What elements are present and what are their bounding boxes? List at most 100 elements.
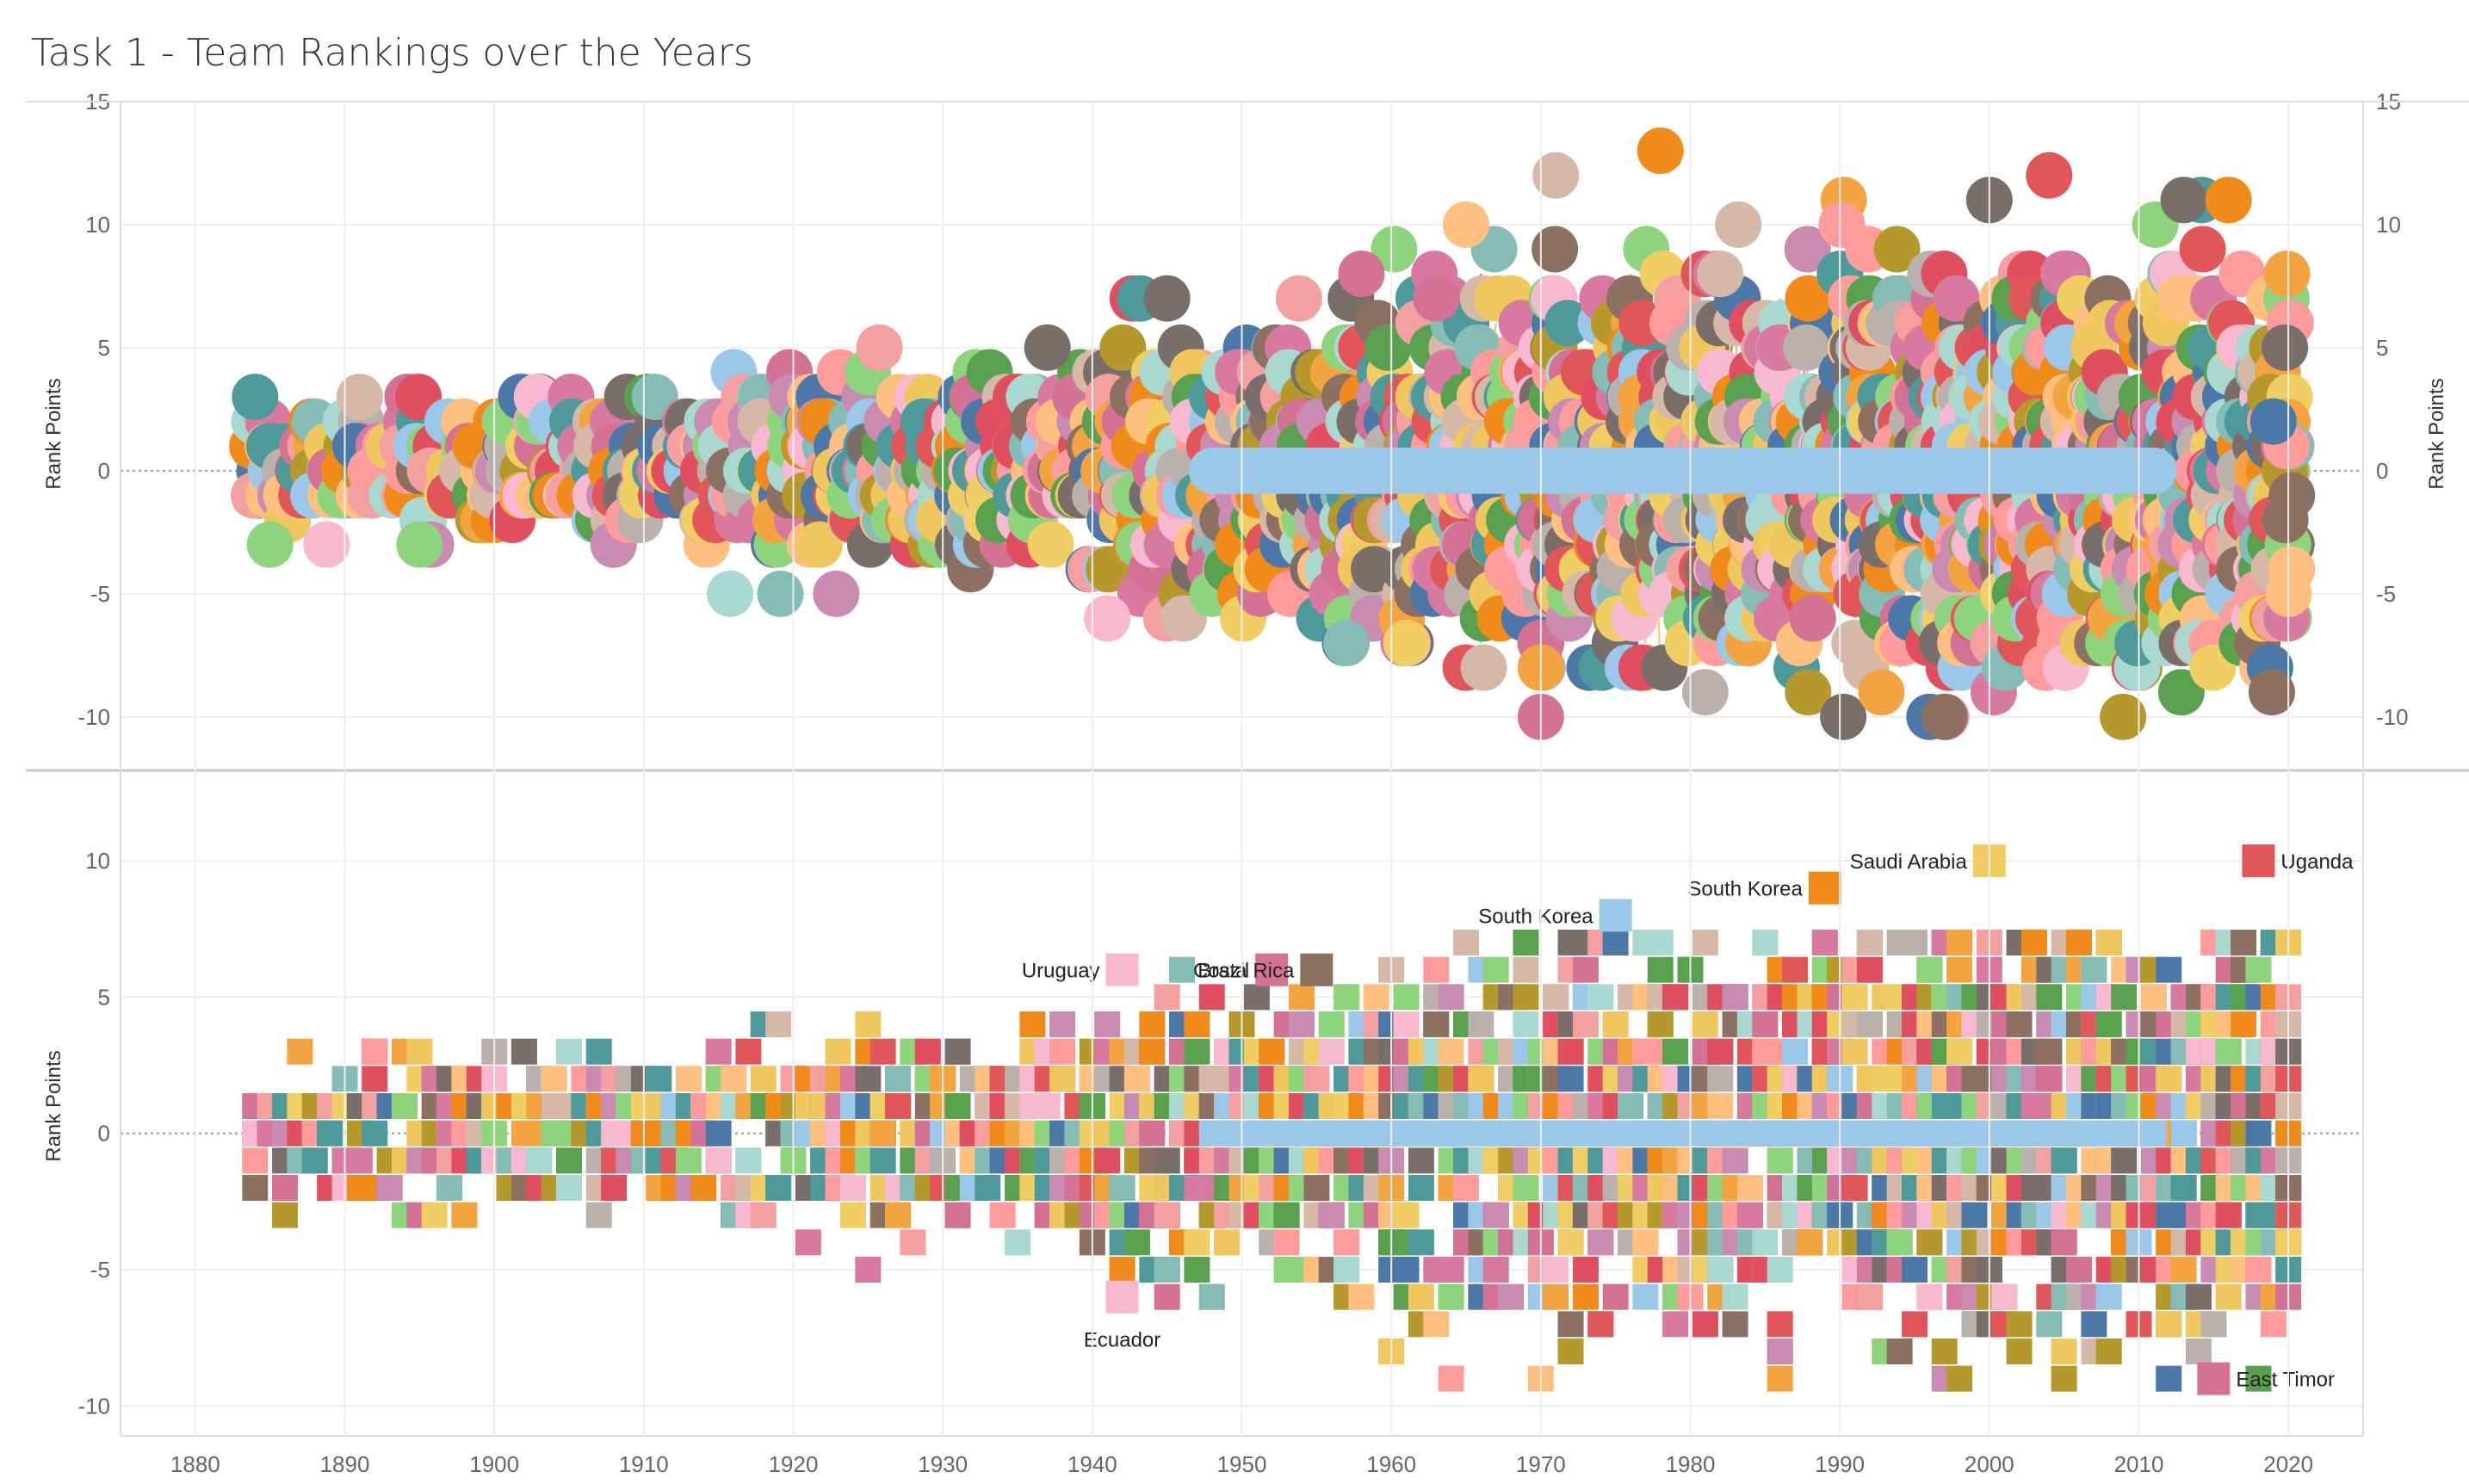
team-point[interactable] [1921, 693, 1968, 740]
team-point[interactable] [2205, 176, 2252, 224]
team-point[interactable] [1544, 300, 1592, 347]
team-square[interactable] [1019, 1011, 1046, 1037]
team-point[interactable] [2130, 447, 2177, 494]
team-square[interactable] [1647, 1011, 1674, 1037]
team-point[interactable] [1460, 644, 1507, 691]
team-square[interactable] [1722, 1311, 1748, 1338]
team-square[interactable] [287, 1038, 313, 1065]
team-square[interactable] [1513, 984, 1539, 1011]
team-square[interactable] [1587, 1311, 1614, 1338]
team-square[interactable] [646, 1066, 672, 1092]
team-square[interactable] [1334, 1229, 1360, 1256]
team-square[interactable] [869, 1120, 896, 1147]
team-point[interactable] [1873, 226, 1921, 273]
team-square[interactable] [1453, 930, 1479, 955]
team-square[interactable] [705, 1120, 732, 1147]
team-square[interactable] [1438, 1365, 1464, 1392]
team-square[interactable] [839, 1175, 866, 1201]
team-square[interactable] [1288, 1011, 1315, 1037]
team-square[interactable] [1123, 1229, 1150, 1256]
team-square[interactable] [1438, 1038, 1464, 1065]
team-square[interactable] [556, 1175, 582, 1201]
team-square[interactable] [1318, 1038, 1345, 1065]
team-square[interactable] [1587, 1229, 1614, 1256]
team-square[interactable] [1513, 1175, 1539, 1201]
team-square[interactable] [2095, 1283, 2122, 1310]
team-square[interactable] [1572, 1011, 1599, 1037]
team-point[interactable] [2100, 693, 2147, 740]
team-square[interactable] [1886, 1339, 1913, 1364]
team-point[interactable] [2026, 151, 2073, 199]
team-square[interactable] [1632, 1283, 1659, 1310]
team-square[interactable] [1214, 1229, 1241, 1256]
team-square[interactable] [1468, 1066, 1494, 1092]
team-square[interactable] [1707, 1066, 1734, 1092]
team-square[interactable] [1154, 1202, 1180, 1228]
team-square[interactable] [1184, 1011, 1210, 1037]
team-square[interactable] [1049, 1066, 1076, 1092]
team-square[interactable] [1139, 1011, 1166, 1037]
team-square[interactable] [944, 1202, 971, 1228]
team-square[interactable] [1438, 1257, 1464, 1283]
team-square[interactable] [1946, 930, 1973, 955]
team-square[interactable] [1752, 930, 1779, 955]
team-square[interactable] [2006, 1339, 2033, 1364]
team-square[interactable] [1647, 956, 1674, 983]
team-square[interactable] [855, 1011, 882, 1037]
team-point[interactable] [1681, 669, 1729, 716]
team-square[interactable] [1662, 1038, 1689, 1065]
team-square[interactable] [242, 1175, 269, 1201]
team-square[interactable] [1123, 1066, 1150, 1092]
team-square[interactable] [855, 1257, 882, 1283]
team-square[interactable] [1662, 1311, 1689, 1338]
team-square[interactable] [1303, 1175, 1330, 1201]
team-square[interactable] [1109, 1257, 1135, 1283]
team-square[interactable] [1543, 984, 1569, 1011]
team-square[interactable] [1662, 984, 1689, 1011]
team-square[interactable] [1991, 1283, 2018, 1310]
team-square[interactable] [1767, 1257, 1793, 1283]
team-square[interactable] [526, 1147, 553, 1174]
team-point[interactable] [1084, 595, 1131, 642]
team-square[interactable] [1557, 1229, 1584, 1256]
team-square[interactable] [2051, 1339, 2077, 1364]
team-square[interactable] [1154, 1283, 1180, 1310]
team-square[interactable] [541, 1066, 567, 1092]
team-square[interactable] [1916, 956, 1943, 983]
team-square[interactable] [705, 1147, 732, 1174]
team-point[interactable] [1024, 324, 1071, 371]
team-square[interactable] [1707, 1038, 1734, 1065]
team-square[interactable] [944, 1093, 971, 1119]
team-point[interactable] [2262, 497, 2309, 544]
team-square[interactable] [1393, 1011, 1420, 1037]
team-square[interactable] [989, 1202, 1016, 1228]
team-point[interactable] [813, 570, 860, 617]
team-point[interactable] [2262, 324, 2309, 371]
team-square[interactable] [1408, 1283, 1434, 1310]
team-square[interactable] [1005, 1229, 1030, 1256]
team-point[interactable] [2157, 669, 2205, 716]
team-square[interactable] [1423, 1311, 1450, 1338]
team-square[interactable] [1408, 1175, 1434, 1201]
team-square[interactable] [1931, 1339, 1958, 1364]
team-square[interactable] [2185, 1339, 2212, 1364]
team-square[interactable] [735, 1038, 762, 1065]
team-point[interactable] [1275, 275, 1322, 322]
team-square[interactable] [1393, 1202, 1420, 1228]
team-square[interactable] [1154, 984, 1180, 1011]
team-square[interactable] [1094, 1011, 1121, 1037]
team-square[interactable] [1318, 1011, 1345, 1037]
team-square[interactable] [1453, 1175, 1479, 1201]
team-point[interactable] [1371, 226, 1418, 273]
team-square[interactable] [944, 1038, 971, 1065]
team-square[interactable] [1184, 1257, 1210, 1283]
team-square[interactable] [272, 1202, 299, 1228]
team-point[interactable] [1789, 595, 1836, 642]
team-square[interactable] [1707, 1257, 1734, 1283]
team-square[interactable] [2245, 956, 2272, 983]
team-square[interactable] [1139, 1038, 1166, 1065]
team-square[interactable] [1139, 1120, 1166, 1147]
team-square[interactable] [885, 1093, 912, 1119]
team-square[interactable] [1557, 1038, 1584, 1065]
